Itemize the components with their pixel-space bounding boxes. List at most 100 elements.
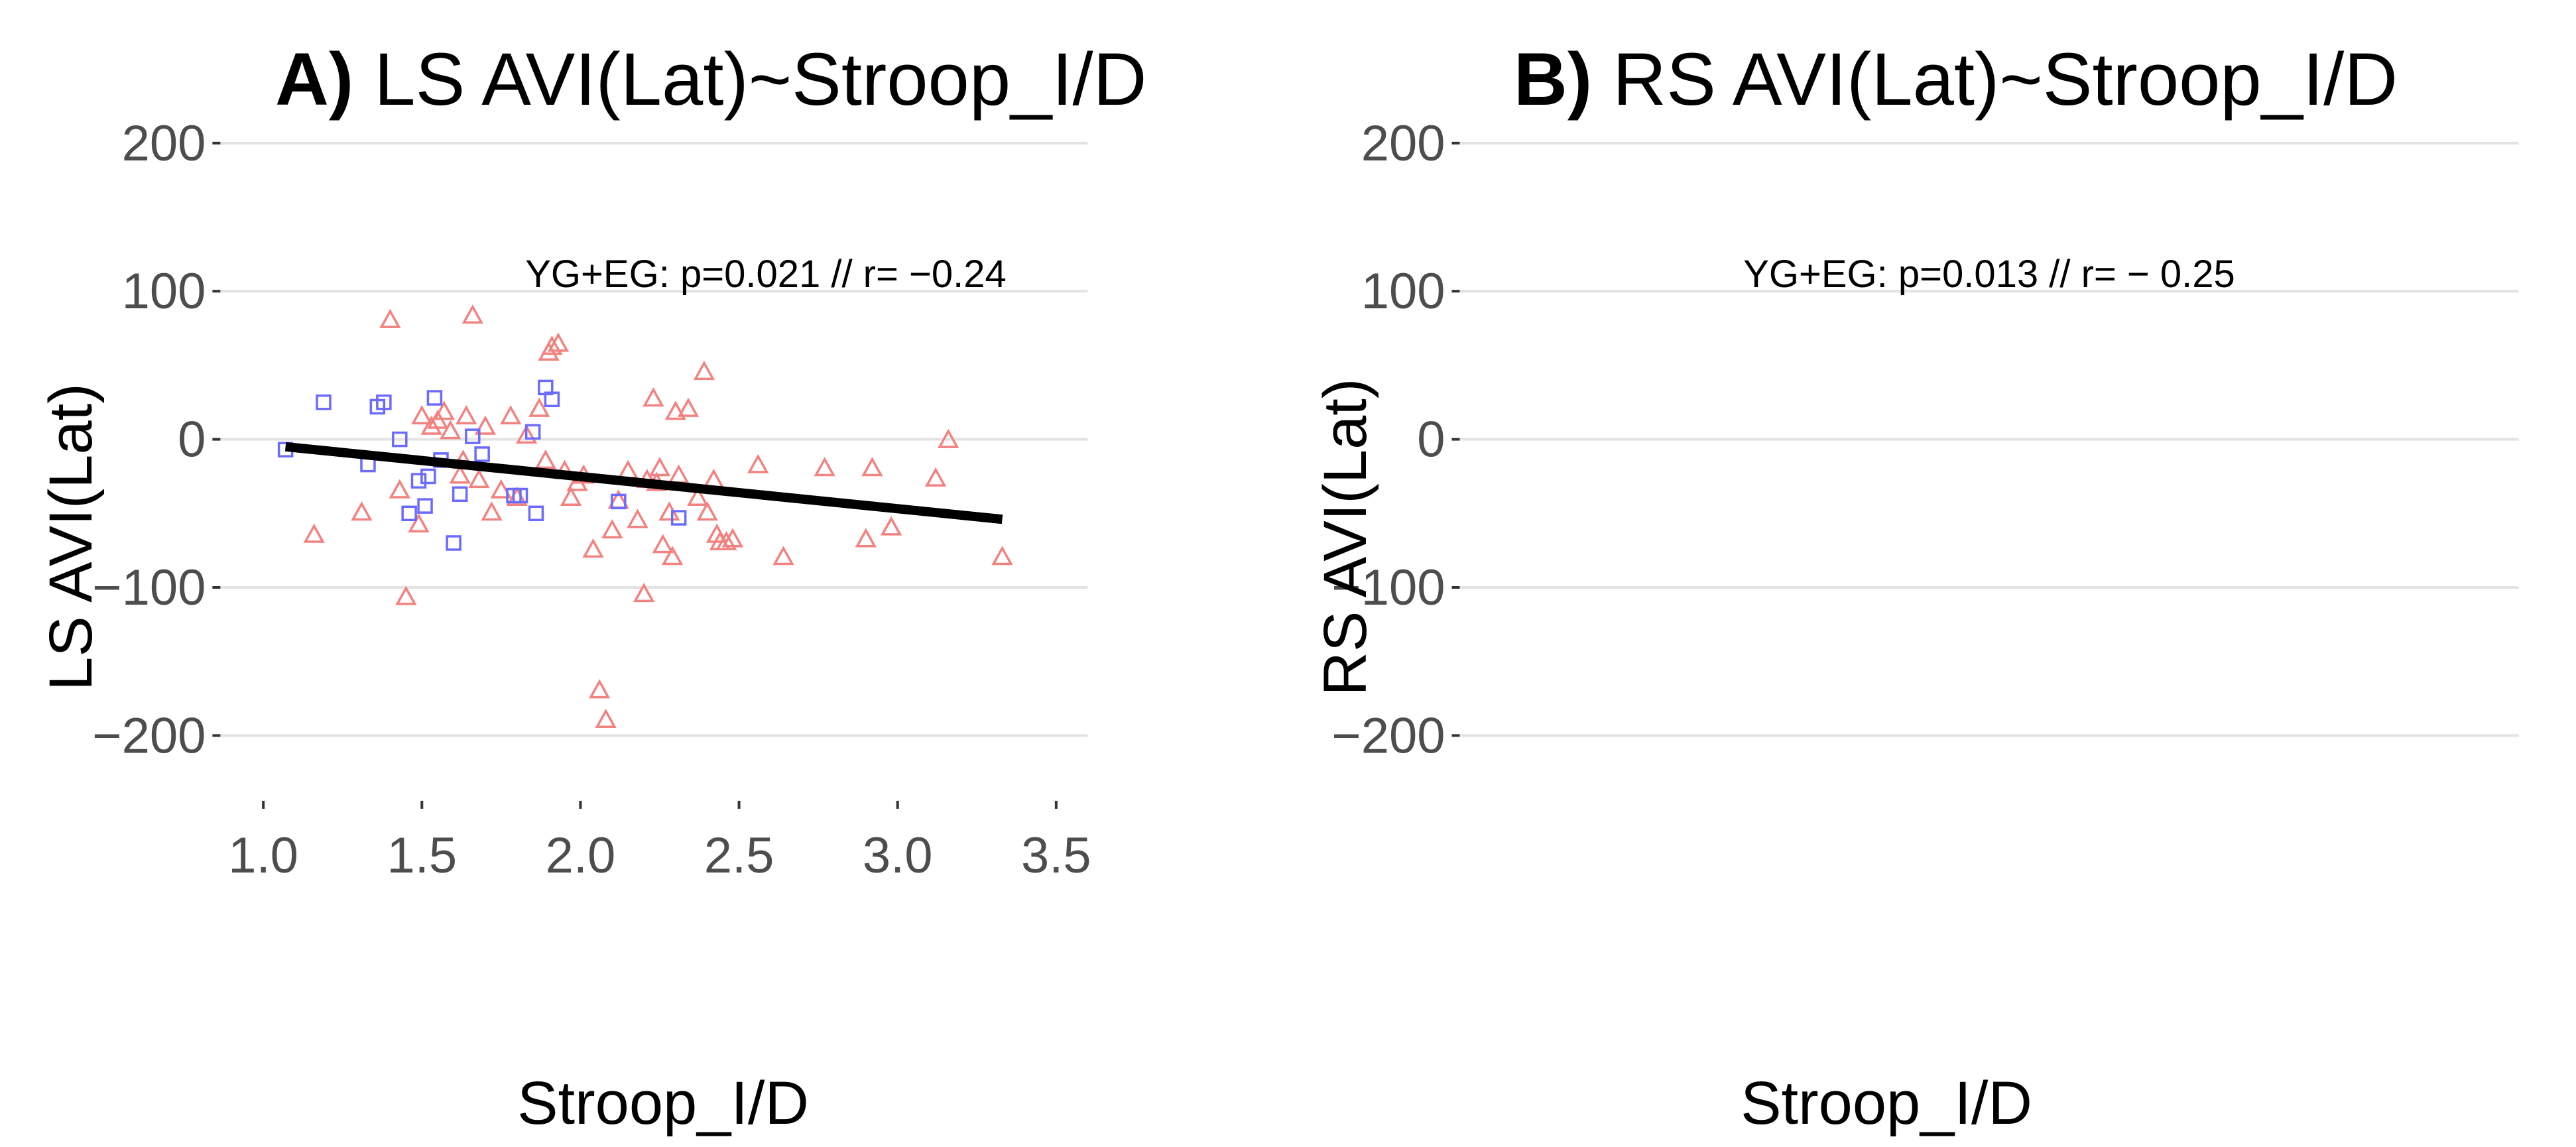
triangle-point [541, 335, 563, 355]
panel-b-y-axis: 200 100 0 −100 −200 [1331, 115, 1460, 764]
square-point [420, 468, 436, 485]
triangle-point [547, 332, 570, 352]
triangle-point [433, 400, 455, 420]
triangle-point [500, 404, 522, 425]
panel-a-points [277, 304, 1013, 729]
panel-a-stat-annotation: YG+EG: p=0.021 // r= −0.24 [525, 253, 1006, 296]
panel-b-y-label: RS AVI(Lat) [1312, 379, 1379, 696]
triangle-point [303, 523, 325, 543]
square-point [452, 486, 468, 503]
y-tick-label: 100 [1361, 263, 1445, 320]
x-tick-label: 2.5 [704, 827, 774, 884]
square-point [544, 391, 560, 408]
triangle-point [617, 459, 639, 479]
y-tick-label: 200 [1361, 115, 1445, 172]
triangle-point [351, 501, 373, 521]
triangle-point [648, 457, 671, 477]
square-point [410, 473, 427, 489]
square-point [446, 535, 461, 551]
triangle-point [693, 360, 715, 381]
panel-a-letter: A) [275, 38, 353, 121]
triangle-point [395, 585, 417, 605]
square-point [417, 498, 433, 514]
x-tick-label: 1.0 [228, 827, 298, 884]
triangle-point [595, 708, 617, 729]
triangle-point [456, 404, 477, 425]
triangle-point [696, 501, 718, 521]
panel-b: B) RS AVI(Lat)~Stroop_I/D 200 100 0 −100 −20… [1312, 38, 2519, 1137]
y-tick-label: −100 [1331, 560, 1445, 616]
triangle-point [664, 400, 687, 420]
triangle-point [772, 546, 794, 566]
triangle-point [534, 449, 556, 469]
triangle-point [449, 464, 471, 484]
triangle-point [721, 528, 744, 548]
triangle-point [677, 397, 700, 417]
panel-a-title-text: LS AVI(Lat)~Stroop_I/D [353, 38, 1146, 121]
triangle-point [420, 415, 442, 435]
square-point [465, 428, 481, 444]
triangle-point [627, 509, 648, 528]
triangle-point [560, 486, 582, 506]
panel-b-title: B) RS AVI(Lat)~Stroop_I/D [1514, 38, 2398, 121]
triangle-point [515, 424, 538, 444]
y-tick-label: −100 [92, 560, 206, 616]
panel-a-x-label: Stroop_I/D [517, 1069, 809, 1137]
panel-b-gridlines [1459, 141, 2519, 737]
triangle-point [389, 479, 410, 499]
panel-a-gridlines [220, 141, 1088, 737]
y-tick-label: 0 [178, 412, 206, 468]
triangle-point [379, 308, 401, 328]
panel-b-letter: B) [1514, 38, 1592, 121]
triangle-point [991, 546, 1013, 566]
triangle-point [481, 501, 503, 521]
x-tick-label: 1.5 [387, 827, 457, 884]
square-point [611, 493, 627, 510]
triangle-point [601, 518, 623, 539]
triangle-point [938, 428, 959, 448]
triangle-point [582, 538, 604, 558]
panel-a-x-axis: 1.0 1.5 2.0 2.5 3.0 3.5 [228, 800, 1091, 884]
x-tick-label: 3.5 [1021, 827, 1091, 884]
triangle-point [468, 469, 490, 489]
triangle-point [588, 679, 611, 699]
panel-a-y-label: LS AVI(Lat) [37, 383, 105, 691]
panel-a-y-axis: 200 100 0 −100 −200 [92, 115, 221, 764]
triangle-point [715, 530, 737, 550]
triangle-point [528, 397, 550, 417]
square-point [401, 505, 417, 522]
triangle-point [703, 469, 725, 489]
panel-b-title-text: RS AVI(Lat)~Stroop_I/D [1592, 38, 2398, 121]
y-tick-label: 200 [122, 115, 206, 172]
square-point [474, 446, 490, 462]
triangle-point [408, 513, 430, 533]
panel-b-stat-annotation: YG+EG: p=0.013 // r= − 0.25 [1743, 253, 2235, 296]
triangle-point [490, 479, 513, 499]
triangle-point [643, 387, 664, 407]
square-point [670, 510, 687, 526]
triangle-point [747, 453, 769, 473]
triangle-point [440, 420, 461, 440]
square-point [512, 487, 528, 504]
x-tick-label: 3.0 [863, 827, 933, 884]
triangle-point [661, 546, 684, 566]
panel-b-x-label: Stroop_I/D [1741, 1069, 2032, 1137]
triangle-point [924, 467, 947, 487]
square-point [392, 431, 408, 448]
y-tick-label: 0 [1417, 412, 1445, 468]
panel-a-title: A) LS AVI(Lat)~Stroop_I/D [275, 38, 1147, 121]
triangle-point [687, 486, 709, 506]
triangle-point [668, 464, 690, 484]
square-point [528, 505, 544, 522]
square-point [426, 390, 443, 406]
panel-a: A) LS AVI(Lat)~Stroop_I/D 200 100 0 −100 −20… [37, 38, 1147, 1137]
y-tick-label: 100 [122, 263, 206, 320]
triangle-point [474, 415, 497, 435]
x-tick-label: 2.0 [546, 827, 616, 884]
triangle-point [861, 457, 883, 477]
triangle-point [411, 404, 433, 425]
triangle-point [855, 528, 877, 548]
triangle-point [814, 457, 835, 477]
square-point [316, 394, 332, 410]
